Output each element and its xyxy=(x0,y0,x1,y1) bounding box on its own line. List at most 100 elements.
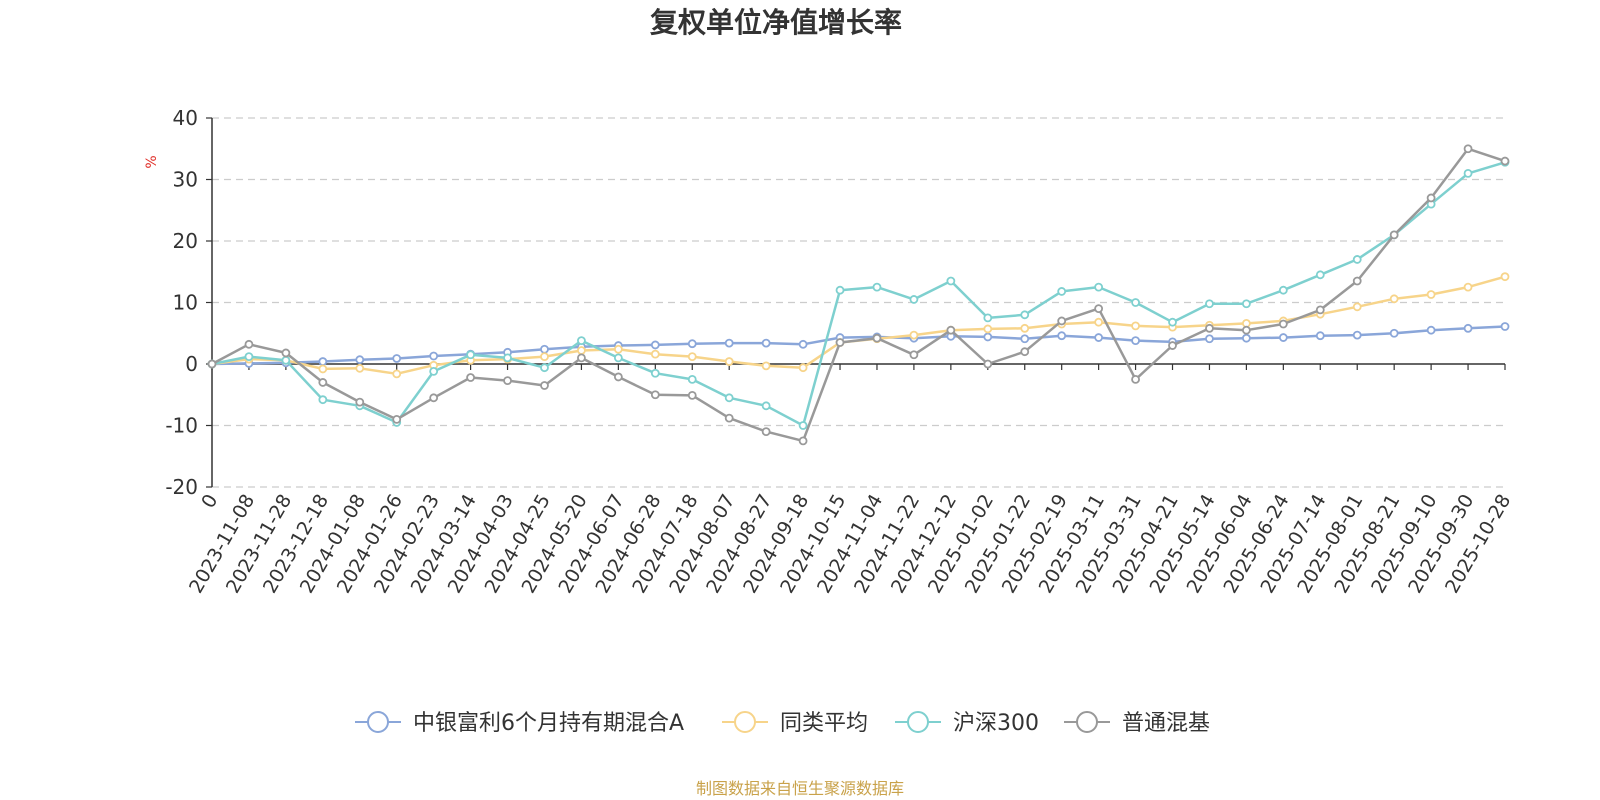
legend-item[interactable]: 普通混基 xyxy=(1064,711,1210,736)
data-point xyxy=(355,355,365,365)
data-point xyxy=(1315,305,1325,315)
y-tick-label: 40 xyxy=(173,106,198,130)
data-point xyxy=(281,348,291,358)
data-point xyxy=(1426,193,1436,203)
data-point xyxy=(466,373,476,382)
data-point xyxy=(540,381,549,390)
source-note: 制图数据来自恒生聚源数据库 xyxy=(696,779,904,798)
legend[interactable]: 中银富利6个月持有期混合A 同类平均 沪深300 普通混基 xyxy=(355,711,1210,736)
series-line-1 xyxy=(211,275,1506,376)
data-point xyxy=(1278,285,1288,295)
data-point xyxy=(872,282,882,292)
data-point xyxy=(429,366,439,376)
data-point xyxy=(318,357,328,366)
data-point xyxy=(909,350,919,360)
data-point xyxy=(1020,310,1030,320)
data-point xyxy=(355,397,365,407)
data-point xyxy=(281,355,291,365)
data-point xyxy=(577,336,586,346)
data-point xyxy=(798,363,808,373)
data-point xyxy=(1131,298,1140,307)
y-axis-label: % xyxy=(144,155,160,168)
data-point xyxy=(1020,334,1030,344)
data-point xyxy=(244,339,254,349)
data-point xyxy=(946,276,956,286)
data-point xyxy=(613,353,623,363)
data-point xyxy=(650,340,660,350)
data-point xyxy=(207,359,217,369)
data-point xyxy=(650,349,660,359)
data-point xyxy=(872,333,882,343)
data-point xyxy=(687,390,697,400)
data-point xyxy=(318,378,328,387)
data-point xyxy=(761,427,771,437)
legend-item[interactable]: 同类平均 xyxy=(722,711,868,736)
data-point xyxy=(613,372,623,382)
data-point xyxy=(429,393,439,403)
data-point xyxy=(761,361,771,371)
data-point xyxy=(1168,341,1177,350)
data-point xyxy=(687,374,697,384)
data-point xyxy=(1131,374,1140,384)
data-point xyxy=(1500,156,1510,166)
data-point xyxy=(798,436,808,446)
data-point xyxy=(835,338,845,347)
data-point xyxy=(650,390,660,400)
data-point xyxy=(318,364,328,374)
data-point xyxy=(540,352,549,362)
data-point xyxy=(1463,144,1473,154)
legend-label: 中银富利6个月持有期混合A xyxy=(413,711,684,736)
y-tick-labels: -20 -10 0 10 20 30 40 xyxy=(165,106,198,499)
data-point xyxy=(1242,333,1251,343)
data-point xyxy=(1389,230,1399,240)
data-point xyxy=(613,344,623,354)
data-point xyxy=(1094,333,1104,342)
y-tick-label: 10 xyxy=(173,291,198,315)
y-tick-label: -10 xyxy=(165,414,198,438)
data-point xyxy=(798,339,808,349)
data-point xyxy=(650,368,660,378)
data-point xyxy=(724,413,734,423)
data-point xyxy=(244,352,254,362)
data-point xyxy=(1463,323,1473,333)
data-point xyxy=(577,346,586,355)
data-point xyxy=(1242,325,1251,335)
data-point xyxy=(1205,299,1214,309)
series-line-2 xyxy=(211,161,1506,427)
data-point xyxy=(1057,316,1067,326)
legend-marker xyxy=(367,711,389,733)
legend-label: 沪深300 xyxy=(953,711,1039,736)
x-tick-labels: 02023-11-082023-11-282023-12-182024-01-0… xyxy=(185,491,1515,598)
legend-item[interactable]: 中银富利6个月持有期混合A xyxy=(355,711,684,736)
data-point xyxy=(1352,302,1362,312)
data-point xyxy=(1389,328,1399,338)
y-tick-label: 20 xyxy=(173,229,198,253)
data-point xyxy=(577,353,586,363)
data-point xyxy=(1168,317,1177,327)
data-point xyxy=(1426,290,1436,299)
data-point xyxy=(983,359,993,369)
data-point xyxy=(355,363,365,373)
chart-title: 复权单位净值增长率 xyxy=(650,6,902,39)
data-point xyxy=(1242,299,1251,309)
data-point xyxy=(392,369,402,379)
data-point xyxy=(540,363,549,373)
data-point xyxy=(1352,330,1362,340)
data-point xyxy=(1057,287,1067,296)
grid-lines xyxy=(212,117,1505,488)
data-point xyxy=(1094,304,1104,314)
data-point xyxy=(1463,282,1473,292)
data-point xyxy=(503,353,512,363)
data-point xyxy=(1057,331,1067,341)
series-line-0 xyxy=(211,325,1506,366)
data-point xyxy=(1205,334,1214,344)
legend-item[interactable]: 沪深300 xyxy=(895,711,1039,736)
data-point xyxy=(983,324,993,334)
data-point xyxy=(392,414,402,424)
data-point xyxy=(540,344,549,354)
data-point xyxy=(761,338,771,348)
data-point xyxy=(1500,322,1510,331)
data-point xyxy=(392,354,402,363)
data-point xyxy=(724,357,734,366)
